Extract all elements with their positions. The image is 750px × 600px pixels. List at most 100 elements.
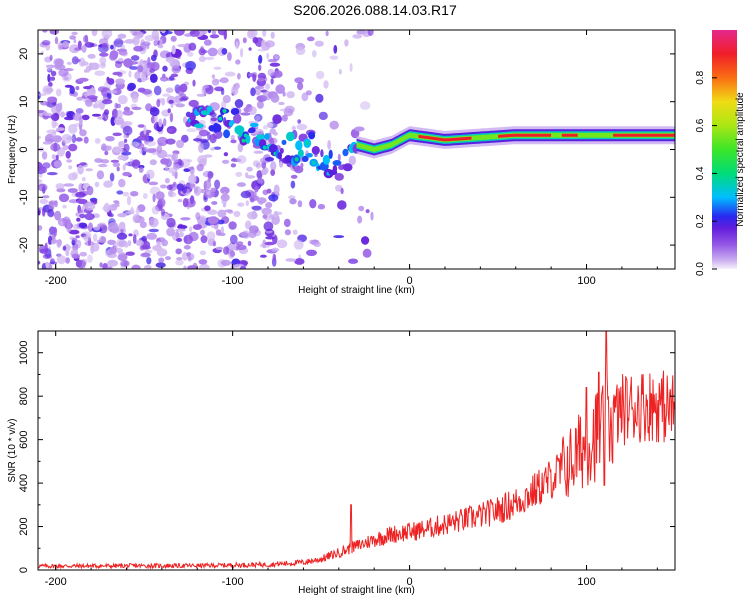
noise-blob (221, 48, 228, 55)
y-tick-label: 1000 (18, 340, 30, 364)
noise-blob (38, 135, 41, 140)
noise-blob (175, 230, 180, 239)
noise-blob (71, 253, 81, 259)
noise-blob (348, 258, 359, 264)
noise-blob (200, 235, 208, 244)
noise-blob (68, 165, 73, 170)
noise-blob (117, 95, 128, 105)
noise-blob (254, 86, 265, 90)
noise-blob (50, 70, 57, 77)
noise-blob (93, 226, 101, 231)
noise-blob (171, 171, 175, 177)
noise-blob (116, 109, 123, 120)
noise-blob (87, 53, 96, 59)
noise-blob (240, 266, 246, 269)
noise-blob (110, 44, 114, 50)
noise-blob (274, 55, 279, 60)
noise-blob (38, 110, 45, 114)
noise-blob (203, 154, 213, 158)
noise-blob (183, 234, 193, 245)
noise-blob (217, 209, 227, 218)
noise-blob (101, 143, 107, 151)
noise-blob (121, 151, 132, 156)
noise-blob (207, 131, 211, 141)
noise-blob (271, 247, 280, 252)
noise-blob (74, 58, 81, 63)
noise-blob (177, 199, 183, 203)
noise-blob (111, 203, 120, 208)
noise-blob (148, 181, 159, 186)
noise-blob (90, 244, 95, 254)
noise-blob (213, 66, 222, 70)
noise-blob (120, 260, 130, 267)
noise-blob (123, 58, 134, 68)
noise-blob (272, 114, 282, 124)
noise-blob (58, 68, 69, 77)
noise-blob (137, 87, 146, 93)
noise-blob (228, 221, 237, 230)
x-tick-label: 0 (407, 576, 413, 588)
noise-blob (340, 187, 344, 195)
y-tick-label: 0 (18, 567, 30, 573)
noise-blob (260, 157, 266, 164)
noise-blob (261, 168, 268, 176)
noise-blob (116, 238, 126, 248)
noise-blob (312, 50, 317, 58)
noise-blob (79, 209, 83, 214)
noise-blob (75, 137, 83, 142)
noise-blob (91, 30, 98, 37)
noise-blob (177, 224, 188, 230)
noise-blob (207, 30, 212, 34)
noise-blob (54, 36, 59, 45)
noise-blob (264, 157, 275, 162)
noise-blob (282, 91, 286, 97)
noise-blob (114, 38, 124, 48)
noise-blob (146, 257, 152, 265)
noise-blob (102, 116, 106, 120)
noise-blob (98, 163, 108, 168)
noise-blob (87, 254, 93, 263)
band-peak (561, 133, 578, 137)
noise-blob (329, 120, 339, 130)
x-tick-label: -200 (45, 576, 67, 588)
noise-blob (252, 73, 257, 83)
colorbar-tick-label: 0.8 (695, 70, 706, 84)
noise-blob (172, 163, 180, 170)
noise-blob (212, 241, 216, 247)
colorbar-label: Normalized spectral amplitude (735, 92, 746, 227)
noise-blob (81, 177, 86, 182)
noise-blob (40, 167, 47, 174)
noise-blob (112, 132, 122, 137)
noise-blob (249, 197, 255, 203)
noise-blob (157, 136, 168, 147)
x-axis-label: Height of straight line (km) (298, 285, 415, 296)
noise-blob (55, 88, 62, 97)
noise-blob (165, 87, 174, 93)
ridge-blob (332, 165, 338, 173)
noise-blob (39, 198, 49, 205)
noise-blob (261, 39, 266, 47)
noise-blob (211, 201, 218, 205)
noise-blob (77, 164, 84, 175)
noise-blob (99, 56, 107, 65)
noise-blob (169, 112, 174, 123)
noise-blob (276, 239, 288, 249)
noise-blob (230, 163, 237, 168)
noise-blob (198, 143, 204, 153)
noise-blob (123, 143, 130, 152)
noise-blob (247, 240, 252, 247)
noise-blob (65, 250, 70, 257)
noise-blob (236, 155, 247, 164)
noise-blob (150, 54, 157, 62)
ridge-blob (286, 131, 295, 142)
noise-blob (262, 211, 273, 221)
ridge-blob (342, 148, 349, 157)
noise-blob (358, 205, 365, 212)
noise-blob (56, 239, 62, 248)
noise-blob (187, 265, 198, 269)
noise-blob (144, 250, 153, 253)
colorbar-tick-label: 0.6 (695, 118, 706, 132)
noise-blob (240, 47, 244, 58)
noise-blob (207, 47, 218, 57)
ridge-blob (308, 131, 316, 140)
